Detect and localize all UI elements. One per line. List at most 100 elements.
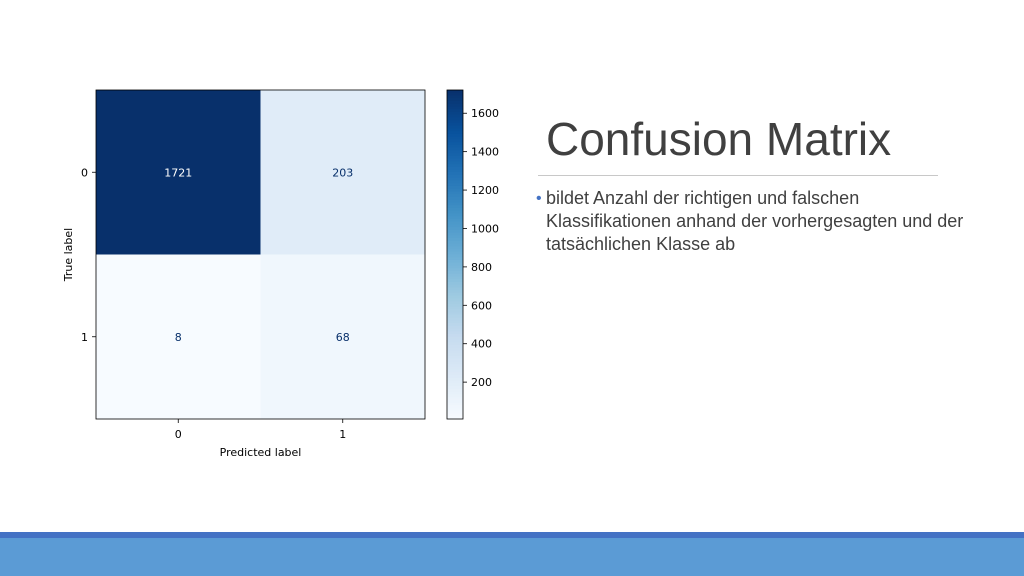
- colorbar-segment: [447, 249, 463, 253]
- colorbar-segment: [447, 259, 463, 264]
- colorbar-segment: [447, 90, 463, 94]
- colorbar-segment: [447, 328, 463, 332]
- colorbar-segment: [447, 131, 463, 135]
- colorbar-segment: [447, 375, 463, 379]
- colorbar-segment: [447, 194, 463, 198]
- colorbar-segment: [447, 281, 463, 286]
- colorbar-segment: [447, 106, 463, 110]
- colorbar-segment: [447, 251, 463, 256]
- cell-value-label: 203: [332, 166, 353, 179]
- colorbar-segment: [447, 380, 463, 384]
- x-tick-label: 0: [175, 428, 182, 441]
- colorbar-segment: [447, 180, 463, 184]
- x-axis-label: Predicted label: [220, 446, 302, 459]
- colorbar-segment: [447, 386, 463, 390]
- colorbar-segment: [447, 221, 463, 225]
- colorbar-segment: [447, 397, 463, 401]
- colorbar-segment: [447, 218, 463, 223]
- matrix-cell: [96, 90, 261, 255]
- colorbar-segment: [447, 320, 463, 324]
- colorbar-tick-label: 1000: [471, 222, 499, 235]
- colorbar-segment: [447, 323, 463, 327]
- colorbar-segment: [447, 164, 463, 168]
- colorbar-segment: [447, 366, 463, 371]
- y-tick-label: 0: [81, 166, 88, 179]
- colorbar-segment: [447, 153, 463, 157]
- colorbar-segment: [447, 210, 463, 214]
- colorbar-segment: [447, 254, 463, 258]
- colorbar-segment: [447, 147, 463, 151]
- colorbar-segment: [447, 229, 463, 234]
- colorbar-segment: [447, 270, 463, 275]
- colorbar-segment: [447, 394, 463, 398]
- colorbar-segment: [447, 358, 463, 363]
- colorbar-segment: [447, 350, 463, 354]
- plot-frame: [95, 89, 426, 420]
- x-tick-label: 1: [339, 428, 346, 441]
- colorbar-segment: [447, 120, 463, 124]
- colorbar-segment: [447, 301, 463, 305]
- colorbar-segment: [447, 243, 463, 247]
- matrix-cell: [96, 254, 261, 419]
- colorbar-segment: [447, 405, 463, 409]
- colorbar-segment: [447, 235, 463, 239]
- colorbar-segment: [447, 155, 463, 160]
- colorbar-segment: [447, 339, 463, 343]
- colorbar-segment: [447, 92, 463, 97]
- colorbar-segment: [447, 98, 463, 102]
- colorbar-segment: [447, 402, 463, 406]
- colorbar-segment: [447, 364, 463, 368]
- colorbar-segment: [447, 169, 463, 173]
- slide-title: Confusion Matrix: [546, 113, 892, 165]
- colorbar-segment: [447, 336, 463, 341]
- colorbar-segment: [447, 369, 463, 373]
- title-divider: [538, 175, 938, 176]
- colorbar-segment: [447, 240, 463, 245]
- colorbar-segment: [447, 276, 463, 280]
- colorbar-segment: [447, 292, 463, 297]
- colorbar-segment: [447, 342, 463, 346]
- colorbar-segment: [447, 232, 463, 236]
- colorbar-tick-label: 600: [471, 299, 492, 312]
- colorbar-segment: [447, 172, 463, 176]
- colorbar-segment: [447, 273, 463, 278]
- footer-band: [0, 538, 1024, 576]
- colorbar-frame: [446, 89, 464, 420]
- colorbar-segment: [447, 325, 463, 330]
- colorbar-tick-label: 200: [471, 376, 492, 389]
- colorbar-segment: [447, 334, 463, 338]
- colorbar-segment: [447, 100, 463, 105]
- colorbar-segment: [447, 158, 463, 162]
- colorbar-segment: [447, 303, 463, 308]
- colorbar-segment: [447, 207, 463, 212]
- colorbar-segment: [447, 295, 463, 299]
- colorbar-segment: [447, 216, 463, 220]
- colorbar-segment: [447, 309, 463, 313]
- colorbar-segment: [447, 109, 463, 113]
- colorbar-segment: [447, 185, 463, 190]
- matrix-cell: [260, 90, 425, 255]
- colorbar-segment: [447, 361, 463, 365]
- colorbar-segment: [447, 344, 463, 349]
- colorbar-segment: [447, 188, 463, 193]
- bullet-dot-icon: •: [536, 190, 542, 207]
- colorbar-segment: [447, 331, 463, 335]
- colorbar-segment: [447, 416, 463, 420]
- colorbar-segment: [447, 139, 463, 143]
- colorbar-segment: [447, 377, 463, 382]
- cell-value-label: 68: [336, 331, 350, 344]
- colorbar-segment: [447, 355, 463, 360]
- colorbar-segment: [447, 372, 463, 376]
- colorbar-segment: [447, 279, 463, 283]
- colorbar-segment: [447, 142, 463, 146]
- colorbar-segment: [447, 399, 463, 404]
- colorbar-segment: [447, 238, 463, 242]
- y-axis-label: True label: [62, 228, 75, 282]
- bullet-list: • bildet Anzahl der richtigen und falsch…: [536, 187, 976, 256]
- colorbar-segment: [447, 213, 463, 217]
- colorbar-segment: [447, 383, 463, 387]
- footer-accent-line: [0, 532, 1024, 538]
- colorbar-segment: [447, 413, 463, 417]
- colorbar-segment: [447, 199, 463, 204]
- colorbar-segment: [447, 122, 463, 127]
